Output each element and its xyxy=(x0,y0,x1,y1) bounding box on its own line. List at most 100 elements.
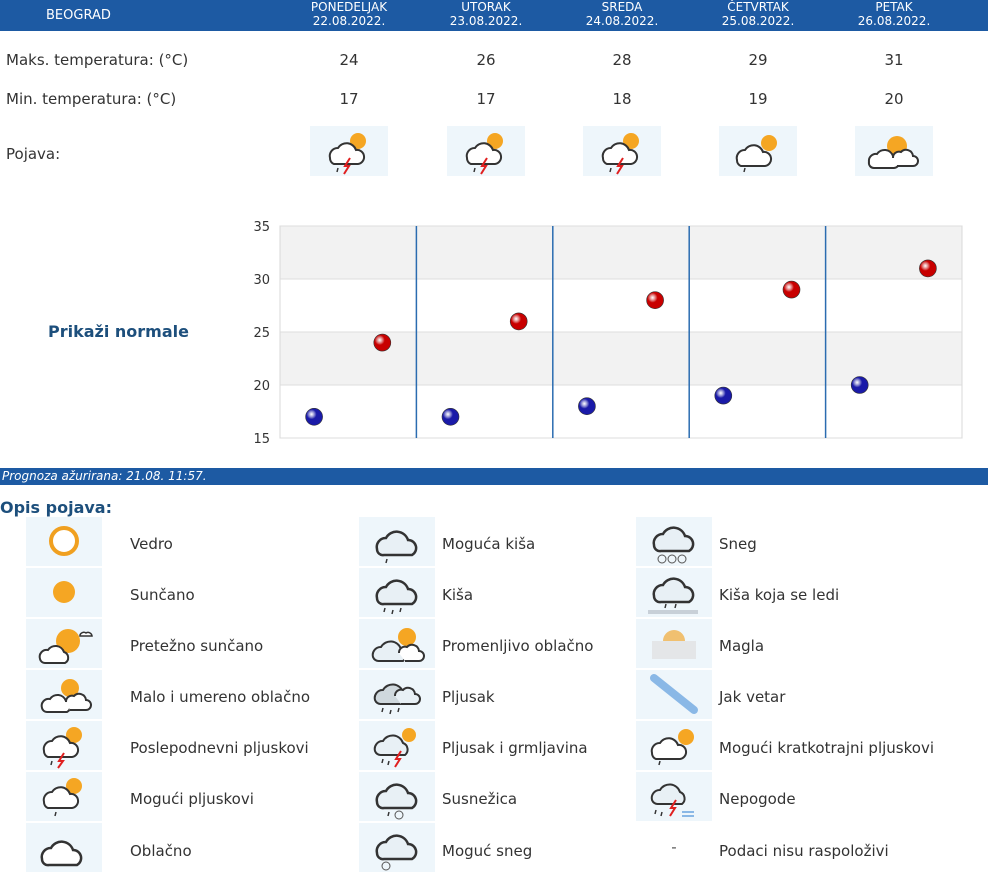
max-temp-label: Maks. temperatura: (°C) xyxy=(6,51,189,69)
y-tick-label: 35 xyxy=(253,220,270,235)
clear-sun-icon xyxy=(26,517,102,566)
rain-icon xyxy=(359,568,435,617)
day-name: SREDA xyxy=(601,0,643,14)
shower-icon xyxy=(359,670,435,719)
legend-label: Promenljivo oblačno xyxy=(442,637,594,655)
possible-rain-icon xyxy=(359,517,435,566)
day-name: PONEDELJAK xyxy=(310,0,388,14)
temperature-chart: 15 20 25 30 35 xyxy=(253,220,963,446)
mostly-sunny-icon xyxy=(855,126,933,176)
possible-short-showers-icon xyxy=(636,721,712,770)
thunder-shower-icon xyxy=(359,721,435,770)
afternoon-showers-icon xyxy=(310,126,388,176)
strong-wind-icon xyxy=(636,670,712,719)
legend-label: Magla xyxy=(719,637,765,655)
max-temp-value: 28 xyxy=(612,51,632,69)
max-temp-value: 29 xyxy=(748,51,768,69)
y-tick-label: 30 xyxy=(253,273,270,288)
y-tick-label: 20 xyxy=(253,379,270,394)
chart-band xyxy=(280,279,962,332)
max-temp-point xyxy=(919,259,937,278)
day-date: 23.08.2022. xyxy=(449,14,523,28)
day-date: 24.08.2022. xyxy=(585,14,659,28)
cloudy-icon xyxy=(26,823,102,872)
min-temp-value: 17 xyxy=(339,90,359,108)
legend-label: Pretežno sunčano xyxy=(130,637,264,655)
afternoon-showers-icon xyxy=(583,126,661,176)
mostly-sunny-icon xyxy=(26,619,102,668)
update-bar: Prognoza ažurirana: 21.08. 11:57. xyxy=(0,468,988,485)
day-header-4: ČETVRTAK 25.08.2022. xyxy=(698,0,818,28)
legend-label: Podaci nisu raspoloživi xyxy=(719,842,889,860)
min-temp-value: 19 xyxy=(748,90,768,108)
y-tick-label: 15 xyxy=(253,432,270,446)
min-temp-point xyxy=(305,408,323,426)
no-data-placeholder: - xyxy=(671,838,677,856)
day-header-1: PONEDELJAK 22.08.2022. xyxy=(289,0,409,28)
min-temp-point xyxy=(714,386,733,405)
legend-label: Pljusak xyxy=(442,688,495,706)
storms-icon xyxy=(636,772,712,821)
sleet-icon xyxy=(359,772,435,821)
legend-label: Nepogode xyxy=(719,790,796,808)
legend-label: Moguć sneg xyxy=(442,842,533,860)
legend-label: Susnežica xyxy=(442,790,518,808)
snow-icon xyxy=(636,517,712,566)
day-date: 26.08.2022. xyxy=(857,14,931,28)
legend-label: Pljusak i grmljavina xyxy=(442,739,588,757)
day-header-5: PETAK 26.08.2022. xyxy=(834,0,954,28)
legend-title: Opis pojava: xyxy=(0,498,112,517)
min-temp-value: 17 xyxy=(476,90,496,108)
min-temp-label: Min. temperatura: (°C) xyxy=(6,90,177,108)
day-name: ČETVRTAK xyxy=(727,0,789,14)
day-name: PETAK xyxy=(875,0,913,14)
sunny-icon xyxy=(26,568,102,617)
min-temp-point xyxy=(441,408,460,426)
y-tick-label: 25 xyxy=(253,326,270,341)
legend-label: Kiša koja se ledi xyxy=(719,586,840,604)
show-normals-link[interactable]: Prikaži normale xyxy=(48,322,189,341)
city-name: BEOGRAD xyxy=(46,8,111,23)
max-temp-point xyxy=(509,312,528,331)
possible-snow-icon xyxy=(359,823,435,872)
min-temp-point xyxy=(850,376,869,394)
freezing-rain-icon xyxy=(636,568,712,617)
chart-band xyxy=(280,385,962,438)
chart-band xyxy=(280,226,962,279)
max-temp-value: 24 xyxy=(339,51,359,69)
updated-text: Prognoza ažurirana: 21.08. 11:57. xyxy=(2,469,207,483)
afternoon-showers-icon xyxy=(447,126,525,176)
max-temp-point xyxy=(373,333,392,352)
pojava-label: Pojava: xyxy=(6,145,61,163)
day-date: 22.08.2022. xyxy=(312,14,386,28)
legend-label: Jak vetar xyxy=(719,688,786,706)
max-temp-value: 26 xyxy=(476,51,496,69)
day-header-2: UTORAK 23.08.2022. xyxy=(426,0,546,28)
possible-short-showers-icon xyxy=(719,126,797,176)
legend-label: Sunčano xyxy=(130,586,195,604)
min-temp-value: 20 xyxy=(884,90,904,108)
variable-cloudy-icon xyxy=(359,619,435,668)
possible-showers-icon xyxy=(26,772,102,821)
day-date: 25.08.2022. xyxy=(721,14,795,28)
legend-label: Sneg xyxy=(719,535,757,553)
max-temp-value: 31 xyxy=(884,51,904,69)
afternoon-showers-icon xyxy=(26,721,102,770)
chart-band xyxy=(280,332,962,385)
partly-cloudy-icon xyxy=(26,670,102,719)
max-temp-point xyxy=(646,291,664,309)
legend-label: Vedro xyxy=(130,535,173,553)
max-temp-point xyxy=(782,280,801,299)
legend-label: Moguća kiša xyxy=(442,535,536,553)
legend-label: Poslepodnevni pljuskovi xyxy=(130,739,309,757)
day-name: UTORAK xyxy=(461,0,511,14)
legend-label: Kiša xyxy=(442,586,474,604)
legend-label: Mogući kratkotrajni pljuskovi xyxy=(719,739,934,757)
legend-label: Mogući pljuskovi xyxy=(130,790,254,808)
legend-label: Oblačno xyxy=(130,842,192,860)
legend-label: Malo i umereno oblačno xyxy=(130,688,311,706)
fog-icon xyxy=(636,619,712,668)
forecast-header: BEOGRAD PONEDELJAK 22.08.2022. UTORAK 23… xyxy=(0,0,988,31)
day-header-3: SREDA 24.08.2022. xyxy=(562,0,682,28)
min-temp-value: 18 xyxy=(612,90,632,108)
